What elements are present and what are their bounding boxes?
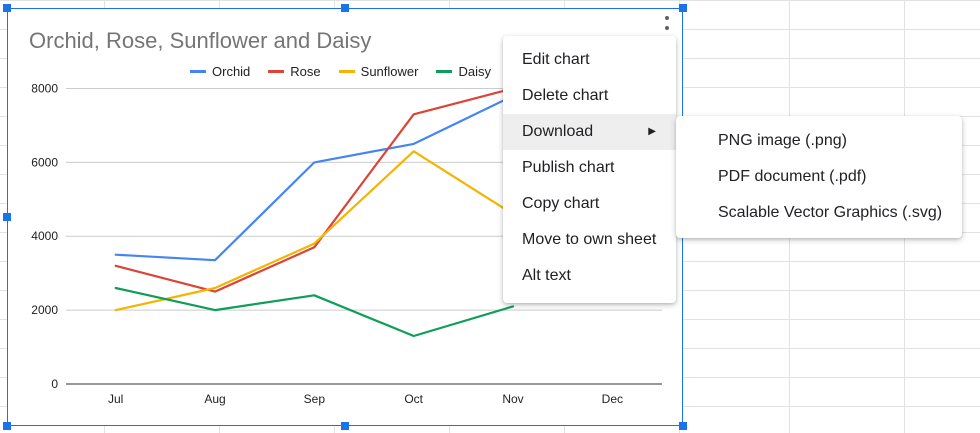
menu-item-copy-chart[interactable]: Copy chart (503, 186, 676, 222)
menu-item-label: Delete chart (522, 87, 609, 104)
legend-label: Daisy (458, 64, 491, 79)
resize-handle-top-right[interactable] (679, 4, 687, 12)
menu-item-edit-chart[interactable]: Edit chart (503, 42, 676, 78)
submenu-item-pdf[interactable]: PDF document (.pdf) (676, 159, 962, 195)
menu-item-publish-chart[interactable]: Publish chart (503, 150, 676, 186)
legend-item-rose: Rose (268, 64, 321, 79)
submenu-item-svg[interactable]: Scalable Vector Graphics (.svg) (676, 195, 962, 231)
menu-item-label: Move to own sheet (522, 231, 657, 248)
resize-handle-top-left[interactable] (3, 4, 11, 12)
chart-title: Orchid, Rose, Sunflower and Daisy (29, 28, 372, 53)
legend-swatch-rose (268, 70, 285, 73)
submenu-arrow-icon: ▶ (648, 126, 656, 137)
menu-item-label: Copy chart (522, 195, 600, 212)
legend-item-orchid: Orchid (190, 64, 250, 79)
menu-item-label: Publish chart (522, 159, 615, 176)
menu-item-label: Alt text (522, 267, 571, 284)
resize-handle-bottom[interactable] (341, 422, 349, 430)
chart-context-menu: Edit chart Delete chart Download ▶ Publi… (503, 36, 676, 303)
chart-legend: Orchid Rose Sunflower Daisy (190, 64, 509, 79)
submenu-item-label: Scalable Vector Graphics (.svg) (718, 204, 943, 221)
resize-handle-left[interactable] (3, 213, 11, 221)
resize-handle-top[interactable] (341, 4, 349, 12)
legend-swatch-orchid (190, 70, 206, 73)
submenu-item-label: PNG image (.png) (718, 132, 847, 149)
legend-swatch-sunflower (338, 70, 355, 73)
submenu-item-png[interactable]: PNG image (.png) (676, 123, 962, 159)
menu-item-label: Download (522, 123, 594, 140)
menu-item-alt-text[interactable]: Alt text (503, 258, 676, 294)
legend-item-sunflower: Sunflower (338, 64, 419, 79)
legend-label: Rose (290, 64, 321, 79)
resize-handle-bottom-left[interactable] (3, 422, 11, 430)
menu-item-delete-chart[interactable]: Delete chart (503, 78, 676, 114)
legend-swatch-daisy (436, 70, 453, 73)
menu-item-move-to-own-sheet[interactable]: Move to own sheet (503, 222, 676, 258)
menu-item-label: Edit chart (522, 51, 590, 68)
resize-handle-bottom-right[interactable] (679, 422, 687, 430)
legend-item-daisy: Daisy (436, 64, 491, 79)
legend-label: Sunflower (360, 64, 419, 79)
download-submenu: PNG image (.png) PDF document (.pdf) Sca… (676, 116, 962, 238)
menu-item-download[interactable]: Download ▶ (503, 114, 676, 150)
submenu-item-label: PDF document (.pdf) (718, 168, 867, 185)
legend-label: Orchid (212, 64, 251, 79)
